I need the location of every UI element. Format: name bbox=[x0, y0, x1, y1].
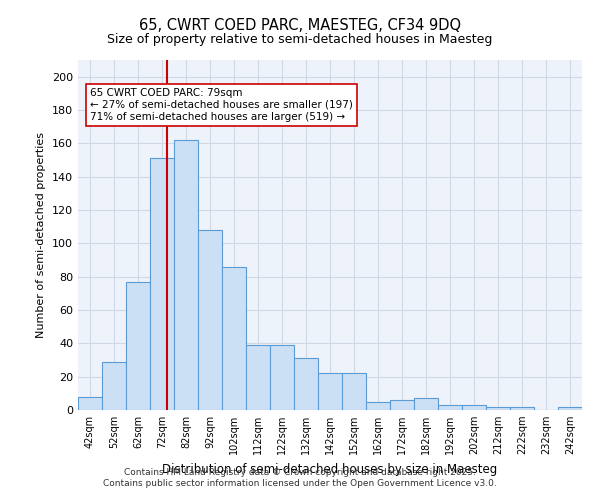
Bar bbox=[438, 405, 462, 410]
Bar bbox=[150, 158, 174, 410]
Text: Contains HM Land Registry data © Crown copyright and database right 2025.
Contai: Contains HM Land Registry data © Crown c… bbox=[103, 468, 497, 487]
Bar bbox=[294, 358, 318, 410]
Bar bbox=[198, 230, 222, 410]
Bar bbox=[78, 396, 102, 410]
Bar bbox=[102, 362, 126, 410]
Text: 65 CWRT COED PARC: 79sqm
← 27% of semi-detached houses are smaller (197)
71% of : 65 CWRT COED PARC: 79sqm ← 27% of semi-d… bbox=[90, 88, 353, 122]
Bar bbox=[414, 398, 438, 410]
Bar bbox=[246, 345, 270, 410]
Y-axis label: Number of semi-detached properties: Number of semi-detached properties bbox=[37, 132, 46, 338]
Text: 65, CWRT COED PARC, MAESTEG, CF34 9DQ: 65, CWRT COED PARC, MAESTEG, CF34 9DQ bbox=[139, 18, 461, 32]
Text: Size of property relative to semi-detached houses in Maesteg: Size of property relative to semi-detach… bbox=[107, 32, 493, 46]
Bar bbox=[390, 400, 414, 410]
Bar bbox=[126, 282, 150, 410]
Bar bbox=[174, 140, 198, 410]
Bar bbox=[270, 345, 294, 410]
Bar bbox=[318, 374, 342, 410]
Bar bbox=[366, 402, 390, 410]
Bar bbox=[510, 406, 534, 410]
X-axis label: Distribution of semi-detached houses by size in Maesteg: Distribution of semi-detached houses by … bbox=[163, 462, 497, 475]
Bar bbox=[462, 405, 486, 410]
Bar bbox=[342, 374, 366, 410]
Bar bbox=[486, 406, 510, 410]
Bar bbox=[222, 266, 246, 410]
Bar bbox=[558, 406, 582, 410]
